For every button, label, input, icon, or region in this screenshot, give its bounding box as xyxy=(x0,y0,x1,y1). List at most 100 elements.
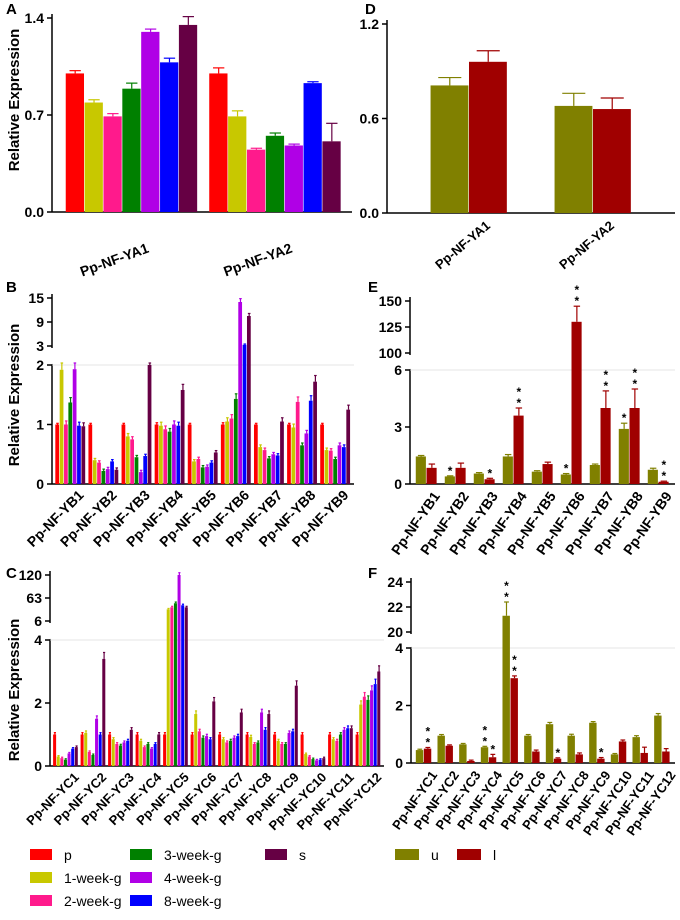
panel-a-bar xyxy=(303,83,322,212)
panel-a-bar xyxy=(246,149,266,212)
panel-b-bar xyxy=(246,316,251,484)
panel-e-bar xyxy=(513,415,524,484)
panel-b-ytick-label: 1 xyxy=(36,417,44,433)
panel-e-significance-mark: * xyxy=(604,379,609,393)
panel-f-bar xyxy=(510,678,518,763)
panel-e-significance-mark: * xyxy=(575,283,580,297)
panel-e-bar xyxy=(647,469,658,484)
panel-a-bar xyxy=(265,135,285,212)
panel-c-bar xyxy=(366,699,370,766)
panel-e-significance-mark: * xyxy=(604,368,609,382)
panel-b-bar xyxy=(213,452,218,484)
panel-c-bar xyxy=(177,575,181,766)
panel-f-bar xyxy=(553,758,562,763)
panel-a-bar xyxy=(141,31,160,212)
panel-c-bar xyxy=(239,712,243,766)
panel-e-significance-mark: * xyxy=(448,464,453,478)
legend-swatch-u xyxy=(395,849,419,860)
panel-f-bar xyxy=(567,735,575,763)
panel-c-bar xyxy=(87,751,91,766)
panel-a-y-title: Relative Expression xyxy=(6,29,23,172)
panel-c-bar xyxy=(205,736,209,766)
panel-c-bar xyxy=(170,607,174,766)
panel-f-ytick-label: 0 xyxy=(395,755,403,771)
panel-b-bar xyxy=(328,450,333,484)
panel-b-bar xyxy=(287,424,291,484)
panel-b-bar xyxy=(134,457,139,484)
legend-swatch-3-week-g xyxy=(130,849,152,860)
panel-f-bar xyxy=(589,722,597,763)
plot-layer: 0.0 0.7 1.4 Pp-NF-YA1 Pp-NF-YA2 0.0 0.6 1.2 Pp-N… xyxy=(19,10,679,838)
panel-e-ytick-label: 0 xyxy=(394,476,402,492)
panel-c-ytick-label: 6 xyxy=(34,613,42,629)
panel-f-significance-mark: * xyxy=(426,735,431,749)
legend-swatch-4-week-g xyxy=(130,872,152,883)
panel-c-bar xyxy=(190,734,194,766)
panel-c-bar xyxy=(212,701,216,766)
legend-label-l: l xyxy=(493,847,496,863)
legend-label-3-week-g: 3-week-g xyxy=(164,847,222,863)
legend-label-p: p xyxy=(64,847,72,863)
panel-b-bar xyxy=(77,425,81,484)
panel-b-bar xyxy=(147,365,152,484)
panel-c-bar xyxy=(252,743,256,766)
panel-c-bar xyxy=(208,739,212,766)
panel-c-bar xyxy=(300,734,304,766)
panel-b-bar xyxy=(138,472,143,484)
panel-e-bar xyxy=(484,479,495,484)
panel-e-bar xyxy=(618,428,629,484)
panel-b-ytick-label: 15 xyxy=(28,290,44,306)
panel-a-bar xyxy=(322,141,341,212)
panel-c-bar xyxy=(153,743,157,766)
panel-c-bar xyxy=(157,734,161,766)
panel-c-bar xyxy=(273,734,277,766)
panel-e-ytick-label: 6 xyxy=(394,362,402,378)
panel-f-bar xyxy=(640,752,648,763)
panel-b-bar xyxy=(308,400,313,484)
panel-b-bar xyxy=(291,427,296,484)
panel-c-bar xyxy=(80,734,84,766)
panel-b-bar xyxy=(97,462,101,484)
panel-b-bar xyxy=(72,369,77,484)
panel-c-bar xyxy=(146,743,150,766)
panel-b-bar xyxy=(337,445,342,484)
panel-b-bar xyxy=(225,421,229,484)
panel-c-bar xyxy=(287,732,291,766)
panel-b-bar xyxy=(242,344,247,484)
panel-b-bar xyxy=(196,459,201,484)
panel-b-bar xyxy=(88,424,93,484)
panel-b-bar xyxy=(101,470,106,484)
panel-e-significance-mark: * xyxy=(564,462,569,476)
panel-f-bar xyxy=(532,751,540,763)
panel-b-ytick-label: 0 xyxy=(36,476,44,492)
panel-a-bar xyxy=(160,62,179,212)
panel-f-ytick-label: 2 xyxy=(395,698,403,714)
legend-label-2-week-g: 2-week-g xyxy=(64,893,122,909)
panel-b-bar xyxy=(163,429,168,484)
legend-label-u: u xyxy=(431,847,439,863)
panel-b-bar xyxy=(313,381,317,484)
panel-d-ytick-label: 0.6 xyxy=(360,111,380,127)
panel-b-bar xyxy=(92,460,97,484)
panel-e-ytick-label: 100 xyxy=(379,345,403,361)
panel-c-bar xyxy=(150,748,154,766)
panel-b-bar xyxy=(220,424,225,484)
panel-c-bar xyxy=(335,740,339,766)
panel-letter-F: F xyxy=(368,565,377,582)
panel-c-bar xyxy=(249,737,253,766)
panel-a-bar xyxy=(178,24,198,212)
panel-f-bar xyxy=(445,745,453,763)
panel-c-bar xyxy=(362,696,366,766)
panel-c-bar xyxy=(307,756,311,766)
panel-c-bar xyxy=(245,734,249,766)
panel-b-bar xyxy=(200,467,205,484)
panel-e-significance-mark: * xyxy=(633,366,638,380)
panel-d-ytick-label: 0.0 xyxy=(360,205,380,221)
panel-c-bar xyxy=(166,609,170,766)
panel-c-bar xyxy=(56,756,60,766)
panel-f-bar xyxy=(415,750,424,763)
panel-a-bar xyxy=(103,116,122,212)
panel-e-bar xyxy=(658,481,669,484)
panel-b-bar xyxy=(64,424,68,484)
panel-e-bar xyxy=(426,467,437,484)
